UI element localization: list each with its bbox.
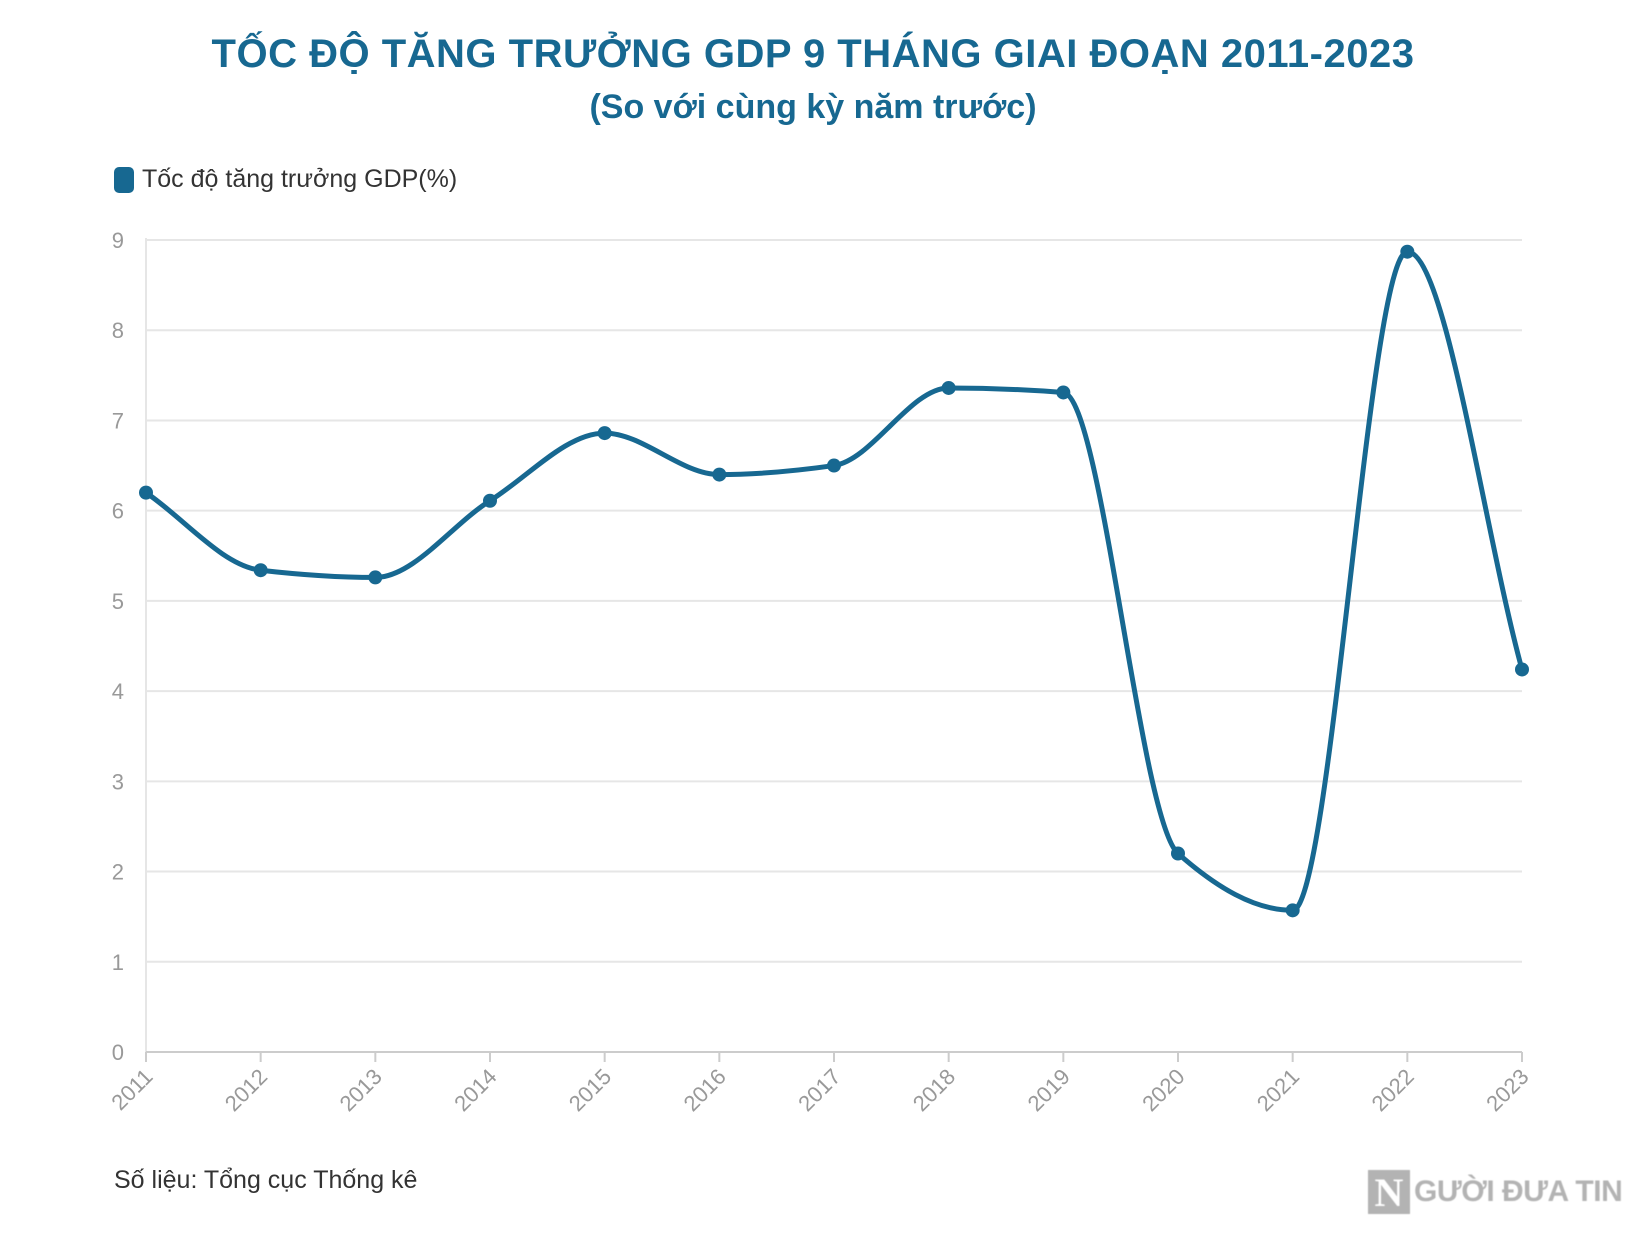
y-tick-label: 6 — [112, 499, 124, 524]
data-point — [139, 485, 153, 500]
y-tick-label: 4 — [112, 679, 124, 704]
data-point — [712, 467, 727, 482]
legend-label: Tốc độ tăng trưởng GDP(%) — [142, 165, 458, 193]
y-tick-label: 7 — [112, 408, 124, 433]
data-point — [368, 570, 383, 585]
legend: Tốc độ tăng trưởng GDP(%) — [114, 165, 457, 194]
y-tick-label: 0 — [112, 1040, 124, 1065]
y-tick-label: 1 — [112, 950, 124, 975]
x-tick-label: 2012 — [220, 1064, 272, 1116]
data-point — [1056, 385, 1071, 400]
data-point — [1171, 846, 1185, 861]
data-point — [253, 563, 268, 578]
x-tick-label: 2011 — [106, 1064, 157, 1115]
x-tick-label: 2019 — [1023, 1064, 1075, 1116]
x-tick-label: 2022 — [1367, 1064, 1419, 1116]
y-tick-label: 9 — [112, 228, 124, 253]
logo-mark: N — [1368, 1170, 1410, 1215]
chart-title: TỐC ĐỘ TĂNG TRƯỞNG GDP 9 THÁNG GIAI ĐOẠN… — [211, 32, 1415, 76]
x-tick-label: 2023 — [1481, 1064, 1533, 1116]
y-tick-label: 2 — [112, 860, 124, 885]
y-tick-label: 5 — [112, 589, 124, 614]
data-point — [597, 426, 612, 441]
data-point — [483, 493, 497, 508]
y-tick-label: 3 — [112, 769, 124, 794]
x-tick-label: 2016 — [679, 1064, 731, 1116]
x-tick-label: 2021 — [1252, 1064, 1304, 1116]
data-point — [941, 380, 956, 395]
x-tick-label: 2013 — [335, 1064, 387, 1116]
series-line — [143, 249, 1525, 913]
x-tick-label: 2018 — [908, 1064, 960, 1116]
source-note: Số liệu: Tổng cục Thống kê — [114, 1166, 418, 1194]
logo-text: GƯỜI ĐƯA TIN — [1414, 1175, 1623, 1208]
legend-swatch — [114, 166, 134, 193]
chart-subtitle: (So với cùng kỳ năm trước) — [589, 88, 1037, 126]
x-tick-label: 2020 — [1137, 1064, 1189, 1116]
data-point — [1515, 662, 1529, 677]
data-point — [1400, 244, 1415, 259]
x-tick-label: 2014 — [449, 1064, 501, 1116]
x-tick-label: 2017 — [793, 1064, 845, 1116]
x-tick-label: 2015 — [564, 1064, 616, 1116]
data-point — [827, 458, 841, 473]
publisher-logo: N GƯỜI ĐƯA TIN — [1368, 1170, 1623, 1215]
y-tick-label: 8 — [112, 318, 124, 343]
data-point — [1285, 903, 1300, 918]
